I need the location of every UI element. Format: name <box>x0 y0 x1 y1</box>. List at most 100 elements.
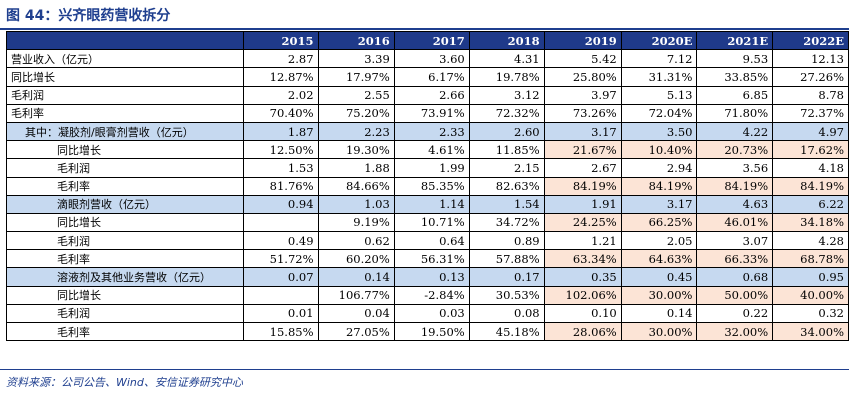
value-cell: 30.00% <box>620 285 698 305</box>
value-cell: 2.60 <box>468 121 545 142</box>
year-header: 2016 <box>317 30 395 51</box>
value-cell <box>242 285 319 305</box>
value-cell: 85.35% <box>393 176 470 196</box>
value-cell: 0.49 <box>242 231 319 251</box>
row-label: 毛利润 <box>6 231 244 251</box>
value-cell: 15.85% <box>242 321 319 342</box>
value-cell: 32.00% <box>696 321 774 342</box>
table-row: 毛利润 2.02 2.55 2.66 3.12 3.97 5.13 6.85 8.78 <box>6 85 849 105</box>
value-cell: 0.62 <box>317 231 395 251</box>
value-cell: 0.64 <box>393 231 470 251</box>
value-cell: 19.78% <box>468 67 545 87</box>
value-cell: 1.03 <box>317 194 395 214</box>
value-cell: 72.04% <box>620 103 698 123</box>
value-cell: 0.13 <box>393 267 470 287</box>
value-cell: 4.18 <box>772 158 849 178</box>
year-header: 2017 <box>393 30 470 51</box>
value-cell: 72.37% <box>772 103 849 123</box>
title-divider <box>0 28 849 30</box>
value-cell: 45.18% <box>468 321 545 342</box>
value-cell: 2.05 <box>620 231 698 251</box>
year-header: 2020E <box>620 30 698 51</box>
header-corner <box>6 30 244 51</box>
value-cell: 19.50% <box>393 321 470 342</box>
value-cell: -2.84% <box>393 285 470 305</box>
table-row: 同比增长 12.87% 17.97% 6.17% 19.78% 25.80% 31.31% 3… <box>6 67 849 87</box>
value-cell: 1.91 <box>543 194 622 214</box>
value-cell: 84.19% <box>543 176 622 196</box>
row-label: 同比增长 <box>6 140 244 160</box>
value-cell: 2.94 <box>620 158 698 178</box>
value-cell: 2.02 <box>242 85 319 105</box>
table-row: 同比增长 106.77% -2.84% 30.53% 102.06% 30.00% 50.0… <box>6 285 849 305</box>
value-cell: 2.23 <box>317 121 395 142</box>
value-cell: 5.42 <box>543 49 622 69</box>
value-cell: 12.50% <box>242 140 319 160</box>
value-cell: 4.31 <box>468 49 545 69</box>
value-cell: 34.00% <box>772 321 849 342</box>
value-cell: 6.22 <box>772 194 849 214</box>
value-cell: 72.32% <box>468 103 545 123</box>
value-cell: 0.89 <box>468 231 545 251</box>
value-cell: 0.45 <box>620 267 698 287</box>
value-cell: 3.39 <box>317 49 395 69</box>
header-row: 2015 2016 2017 2018 2019 2020E 2021E 2022E <box>6 30 849 51</box>
table-row: 毛利率 51.72% 60.20% 56.31% 57.88% 63.34% 64.63% 6… <box>6 249 849 269</box>
value-cell: 33.85% <box>696 67 774 87</box>
value-cell: 2.87 <box>242 49 319 69</box>
value-cell: 31.31% <box>620 67 698 87</box>
source-note: 资料来源：公司公告、Wind、安信证券研究中心 <box>6 376 243 389</box>
value-cell: 1.54 <box>468 194 545 214</box>
value-cell: 0.94 <box>242 194 319 214</box>
value-cell: 46.01% <box>696 212 774 233</box>
value-cell: 81.76% <box>242 176 319 196</box>
year-header: 2018 <box>468 30 545 51</box>
value-cell: 0.04 <box>317 303 395 324</box>
value-cell: 66.25% <box>620 212 698 233</box>
value-cell: 27.05% <box>317 321 395 342</box>
value-cell: 84.19% <box>696 176 774 196</box>
row-label: 其中：凝胶剂/眼膏剂营收（亿元） <box>6 121 244 142</box>
value-cell: 11.85% <box>468 140 545 160</box>
row-label: 毛利率 <box>6 103 244 123</box>
value-cell: 0.22 <box>696 303 774 324</box>
segment-row: 其中：凝胶剂/眼膏剂营收（亿元） 1.87 2.23 2.33 2.60 3.17 3.50… <box>6 121 849 142</box>
table-row: 同比增长 12.50% 19.30% 4.61% 11.85% 21.67% 10.40% 2… <box>6 140 849 160</box>
table-row: 营业收入（亿元） 2.87 3.39 3.60 4.31 5.42 7.12 9.53 12.1… <box>6 49 849 69</box>
value-cell: 56.31% <box>393 249 470 269</box>
value-cell: 82.63% <box>468 176 545 196</box>
value-cell: 2.33 <box>393 121 470 142</box>
value-cell: 12.13 <box>772 49 849 69</box>
segment-row: 滴眼剂营收（亿元） 0.94 1.03 1.14 1.54 1.91 3.17 4.63 6.2… <box>6 194 849 214</box>
footer-divider <box>0 369 849 370</box>
value-cell: 68.78% <box>772 249 849 269</box>
value-cell: 10.40% <box>620 140 698 160</box>
year-header: 2022E <box>772 30 849 51</box>
value-cell: 1.21 <box>543 231 622 251</box>
table-row: 毛利润 1.53 1.88 1.99 2.15 2.67 2.94 3.56 4.18 <box>6 158 849 178</box>
value-cell: 19.30% <box>317 140 395 160</box>
value-cell: 9.53 <box>696 49 774 69</box>
table-row: 毛利率 81.76% 84.66% 85.35% 82.63% 84.19% 84.19% 8… <box>6 176 849 196</box>
value-cell: 0.08 <box>468 303 545 324</box>
value-cell: 5.13 <box>620 85 698 105</box>
row-label: 营业收入（亿元） <box>6 49 244 69</box>
value-cell: 1.14 <box>393 194 470 214</box>
value-cell: 102.06% <box>543 285 622 305</box>
value-cell: 3.12 <box>468 85 545 105</box>
value-cell <box>242 212 319 233</box>
row-label: 同比增长 <box>6 285 244 305</box>
row-label: 毛利率 <box>6 321 244 342</box>
revenue-breakdown-table: 2015 2016 2017 2018 2019 2020E 2021E 2022E 营业收入… <box>6 30 849 342</box>
value-cell: 66.33% <box>696 249 774 269</box>
segment-row: 溶液剂及其他业务营收（亿元） 0.07 0.14 0.13 0.17 0.35 0.45 0.… <box>6 267 849 287</box>
value-cell: 63.34% <box>543 249 622 269</box>
value-cell: 0.95 <box>772 267 849 287</box>
value-cell: 0.68 <box>696 267 774 287</box>
row-label: 毛利润 <box>6 303 244 324</box>
value-cell: 4.28 <box>772 231 849 251</box>
row-label: 滴眼剂营收（亿元） <box>6 194 244 214</box>
value-cell: 2.67 <box>543 158 622 178</box>
row-label: 毛利率 <box>6 176 244 196</box>
value-cell: 21.67% <box>543 140 622 160</box>
